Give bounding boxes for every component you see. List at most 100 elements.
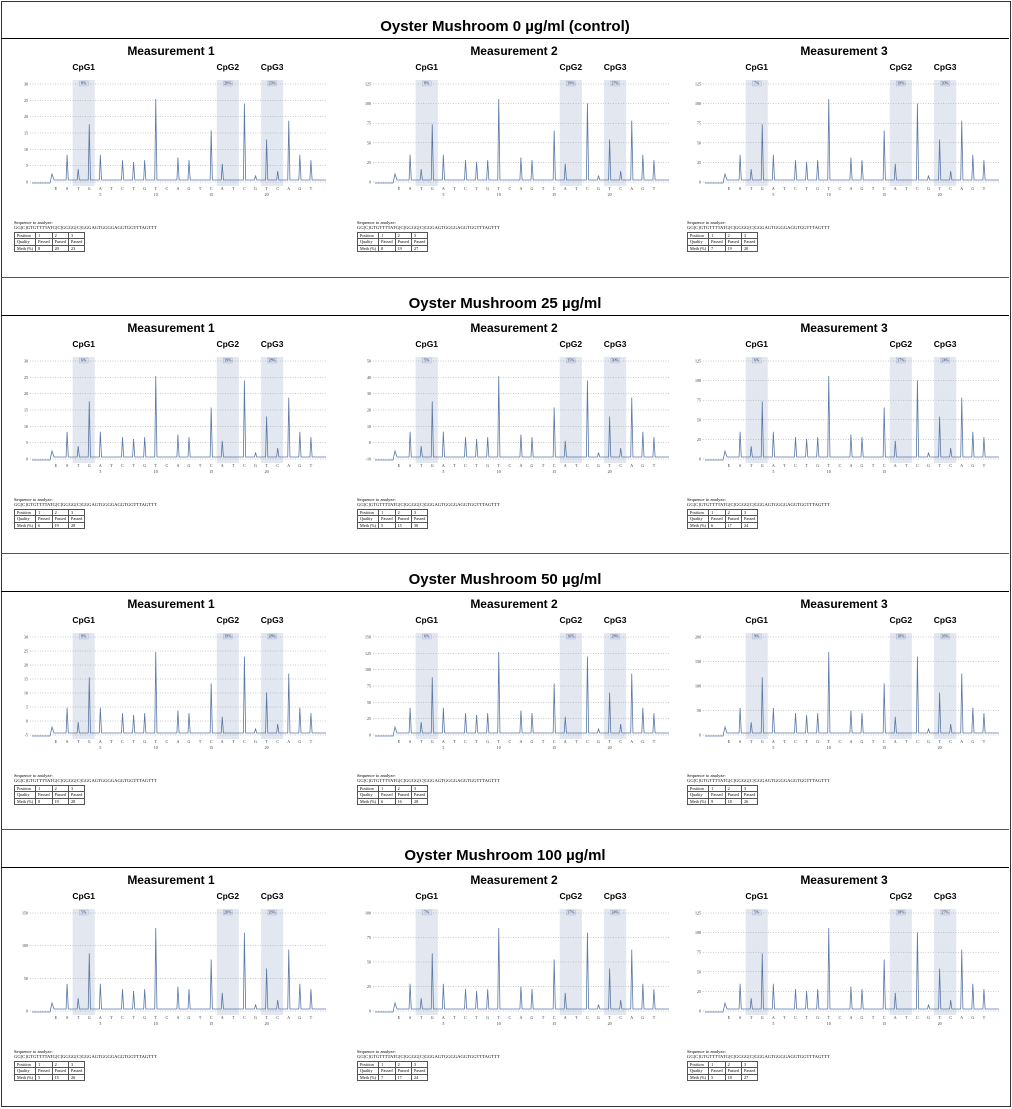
nucleotide-label: E: [55, 1015, 58, 1020]
cpg-site-label: CpG2: [216, 62, 239, 72]
nucleotide-label: C: [508, 186, 511, 191]
table-cell: 24: [410, 1073, 429, 1082]
cpg-site-band: [745, 80, 768, 186]
nucleotide-label: T: [199, 739, 202, 744]
nucleotide-label: A: [221, 1015, 224, 1020]
y-tick-label: 0: [26, 180, 28, 185]
sequence-heading: Sequence to analyze:: [14, 220, 53, 225]
y-tick-label: 0: [369, 733, 371, 738]
cpg-site-band: [889, 909, 912, 1015]
cpg-site-label: CpG2: [559, 615, 582, 625]
y-tick-label: 10: [367, 424, 371, 429]
nucleotide-label: A: [630, 463, 633, 468]
nucleotide-label: A: [630, 1015, 633, 1020]
nucleotide-label: T: [77, 186, 80, 191]
y-tick-label: 20: [367, 408, 371, 413]
nucleotide-label: G: [298, 1015, 301, 1020]
x-tick-label: 20: [265, 1021, 269, 1026]
methylation-badge-text: 27%: [611, 81, 619, 86]
results-table: Position 1 2 3 Quality Passed Passed Passed Meth…: [686, 1060, 759, 1082]
y-tick-label: 5: [26, 440, 28, 445]
nucleotide-label: A: [849, 463, 852, 468]
pyrogram-chart: 0 25 50 75 100 125 CpG1 7% CpG2 19% CpG3 20% E S T G A T C…: [695, 62, 999, 197]
nucleotide-label: A: [564, 463, 567, 468]
x-tick-label: 5: [99, 745, 101, 750]
table-cell: 7: [708, 244, 726, 253]
sequence-heading: Sequence to analyze:: [14, 773, 53, 778]
table-cell: 16: [394, 797, 412, 806]
y-tick-label: 10: [24, 147, 28, 152]
nucleotide-label: C: [121, 1015, 124, 1020]
nucleotide-label: G: [861, 739, 864, 744]
nucleotide-label: T: [905, 463, 908, 468]
y-tick-label: 125: [695, 911, 701, 916]
table-cell: Passed: [410, 791, 429, 799]
nucleotide-label: A: [772, 1015, 775, 1020]
table-row: Quality Passed Passed Passed: [13, 238, 86, 246]
table-cell: Passed: [740, 238, 759, 246]
nucleotide-label: C: [210, 186, 213, 191]
y-tick-label: 0: [699, 1009, 701, 1014]
table-row: Meth (%) 5 15 30: [356, 521, 429, 530]
methylation-badge-text: 7%: [424, 910, 430, 915]
table-cell: 23: [67, 244, 86, 253]
nucleotide-label: C: [883, 1015, 886, 1020]
measurement-title: Measurement 1: [127, 597, 215, 611]
nucleotide-label: A: [960, 463, 963, 468]
pyrogram-trace: [375, 98, 669, 184]
nucleotide-label: G: [531, 739, 534, 744]
y-tick-label: 0: [369, 180, 371, 185]
nucleotide-label: G: [188, 463, 191, 468]
y-tick-label: 100: [695, 101, 701, 106]
cpg-site-label: CpG1: [72, 339, 95, 349]
nucleotide-label: T: [420, 186, 423, 191]
y-tick-label: 5: [26, 705, 28, 710]
nucleotide-label: T: [199, 186, 202, 191]
methylation-badge-text: 19%: [567, 81, 575, 86]
nucleotide-label: C: [121, 739, 124, 744]
pyrogram-trace: [705, 375, 999, 461]
nucleotide-label: T: [783, 1015, 786, 1020]
pyrogram-chart: 0 5 10 15 20 25 30 CpG1 6% CpG2 19% CpG3 28% E S T G A T C T…: [24, 339, 326, 474]
nucleotide-label: G: [761, 463, 764, 468]
measurement-panel: Measurement 1 0 50 100 150 CpG1 5% CpG2 20% CpG3 2…: [12, 829, 330, 1105]
table-row: Position 1 2 3: [356, 784, 429, 793]
nucleotide-label: A: [519, 1015, 522, 1020]
sequence-block: Sequence to analyze: GG[C]GTGTTTTATG[C]GG…: [356, 220, 500, 253]
table-row: Meth (%) 6 17 24: [686, 521, 759, 530]
nucleotide-label: A: [519, 463, 522, 468]
table-cell: 6: [35, 521, 53, 530]
nucleotide-label: C: [794, 739, 797, 744]
sequence-heading: Sequence to analyze:: [357, 773, 396, 778]
nucleotide-label: T: [265, 739, 268, 744]
nucleotide-label: G: [188, 186, 191, 191]
table-cell: Passed: [740, 1067, 759, 1075]
cpg-site-label: CpG2: [559, 62, 582, 72]
nucleotide-label: T: [783, 739, 786, 744]
methylation-badge-text: 28%: [611, 634, 619, 639]
nucleotide-label: G: [143, 463, 146, 468]
table-row: Meth (%) 5 18 27: [686, 1073, 759, 1082]
nucleotide-label: T: [828, 463, 831, 468]
nucleotide-label: S: [409, 186, 411, 191]
y-tick-label: 0: [369, 440, 371, 445]
cpg-site-label: CpG1: [745, 62, 768, 72]
table-row: Position 1 2 3: [686, 784, 759, 793]
methylation-badge-text: 19%: [224, 634, 232, 639]
table-row: Position 1 2 3: [13, 231, 86, 240]
methylation-badge-text: 23%: [268, 81, 276, 86]
y-tick-label: 0: [369, 1009, 371, 1014]
results-table: Position 1 2 3 Quality Passed Passed Passed Meth…: [356, 1060, 429, 1082]
nucleotide-label: C: [464, 739, 467, 744]
nucleotide-label: A: [221, 739, 224, 744]
pyrogram-trace: [705, 98, 999, 184]
section-title: Oyster Mushroom 100 µg/ml: [404, 847, 606, 864]
nucleotide-label: C: [838, 186, 841, 191]
cpg-site-label: CpG2: [216, 339, 239, 349]
methylation-badge-text: 7%: [754, 81, 760, 86]
cpg-site-label: CpG1: [72, 615, 95, 625]
table-cell: Passed: [410, 238, 429, 246]
table-row: Quality Passed Passed Passed: [686, 515, 759, 523]
table-row: Position 1 2 3: [686, 508, 759, 517]
